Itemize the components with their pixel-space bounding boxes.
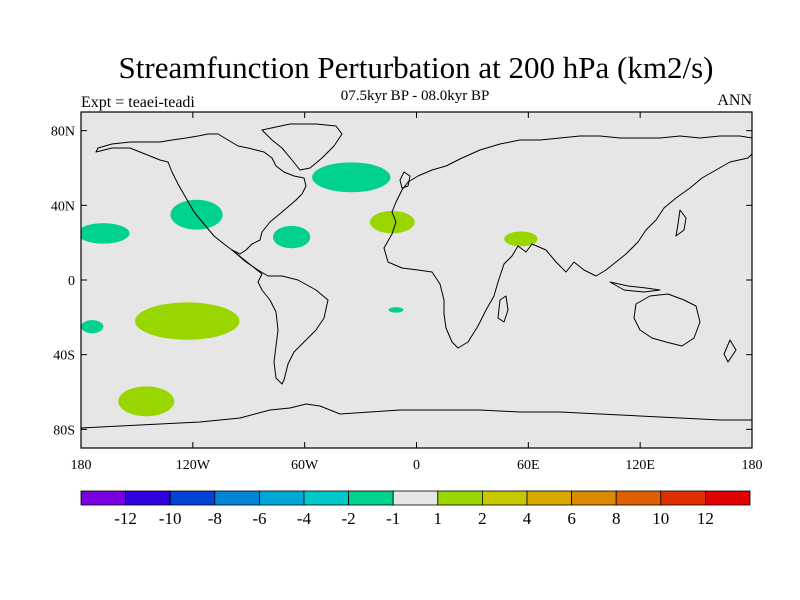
colorbar-label: -1 xyxy=(386,509,400,528)
colorbar-label: -12 xyxy=(114,509,137,528)
coastline-indonesia xyxy=(609,281,661,293)
anomaly-region-north-africa-positive xyxy=(369,210,415,234)
colorbar-label: -6 xyxy=(252,509,266,528)
x-tick-label: 0 xyxy=(413,458,420,473)
colorbar-swatch xyxy=(571,490,617,506)
coastline-madagascar xyxy=(497,295,509,323)
map-background xyxy=(81,112,752,448)
colorbar-swatch xyxy=(169,490,216,506)
coastline-south-america xyxy=(231,249,329,385)
x-tick-label: 60W xyxy=(291,458,319,473)
colorbar-label: 2 xyxy=(478,509,487,528)
colorbar-label: 6 xyxy=(567,509,576,528)
colorbar-swatch xyxy=(660,490,706,506)
coastline-antarctica xyxy=(81,403,752,429)
colorbar-label: 12 xyxy=(697,509,714,528)
y-tick-label: 40N xyxy=(51,199,75,214)
y-tick-label: 40S xyxy=(53,349,75,364)
anomaly-region-south-atlantic-negative xyxy=(388,307,404,313)
anomaly-region-arabia-positive xyxy=(504,231,538,247)
time-range-subtitle: 07.5kyr BP - 08.0kyr BP xyxy=(340,88,490,104)
anomaly-region-north-pacific-negative xyxy=(81,223,130,244)
coastline-eurasia-africa xyxy=(383,135,752,349)
colorbar-label: 8 xyxy=(612,509,621,528)
season-label: ANN xyxy=(717,92,752,109)
colorbar-swatch xyxy=(526,490,572,506)
coastline-greenland xyxy=(261,123,343,171)
x-tick-label: 180 xyxy=(71,458,92,473)
anomaly-region-caribbean-negative xyxy=(272,225,311,249)
colorbar-swatch xyxy=(348,490,394,506)
y-tick-label: 80S xyxy=(53,423,75,438)
colorbar-label: -4 xyxy=(297,509,312,528)
colorbar-swatch xyxy=(214,490,260,506)
anomaly-region-south-pacific-positive xyxy=(135,302,240,340)
colorbar-label: 1 xyxy=(434,509,443,528)
colorbar-label: -8 xyxy=(208,509,222,528)
experiment-label: Expt = teaei-teadi xyxy=(81,94,195,111)
anomaly-region-south-pacific-west-negative xyxy=(81,320,104,334)
colorbar-swatch xyxy=(80,490,126,506)
coastline-british-isles xyxy=(399,171,411,189)
colorbar-swatch xyxy=(437,490,483,506)
colorbar-swatch xyxy=(258,490,305,506)
colorbar-label: -10 xyxy=(159,509,182,528)
x-tick-label: 120W xyxy=(176,458,211,473)
y-tick-label: 80N xyxy=(51,125,75,140)
colorbar-swatch xyxy=(303,490,349,506)
colorbar-swatch xyxy=(481,490,528,506)
y-tick-label: 0 xyxy=(68,274,75,289)
x-tick-label: 180 xyxy=(742,458,763,473)
anomaly-region-north-atlantic-negative xyxy=(312,162,391,193)
coastline-north-america xyxy=(95,133,307,255)
colorbar-swatch xyxy=(705,490,751,506)
x-tick-label: 60E xyxy=(517,458,540,473)
colorbar-swatch xyxy=(392,490,439,506)
x-tick-label: 120E xyxy=(625,458,655,473)
coastline-new-zealand xyxy=(723,339,737,363)
colorbar-label: 4 xyxy=(523,509,532,528)
colorbar-swatch xyxy=(125,490,171,506)
coastline-australia xyxy=(633,293,701,347)
colorbar-label: -2 xyxy=(342,509,356,528)
colorbar-swatch xyxy=(615,490,662,506)
coastline-japan xyxy=(675,209,687,237)
anomaly-region-southern-ocean-positive xyxy=(118,386,175,417)
colorbar-label: 10 xyxy=(652,509,669,528)
chart-title: Streamfunction Perturbation at 200 hPa (… xyxy=(118,50,714,85)
